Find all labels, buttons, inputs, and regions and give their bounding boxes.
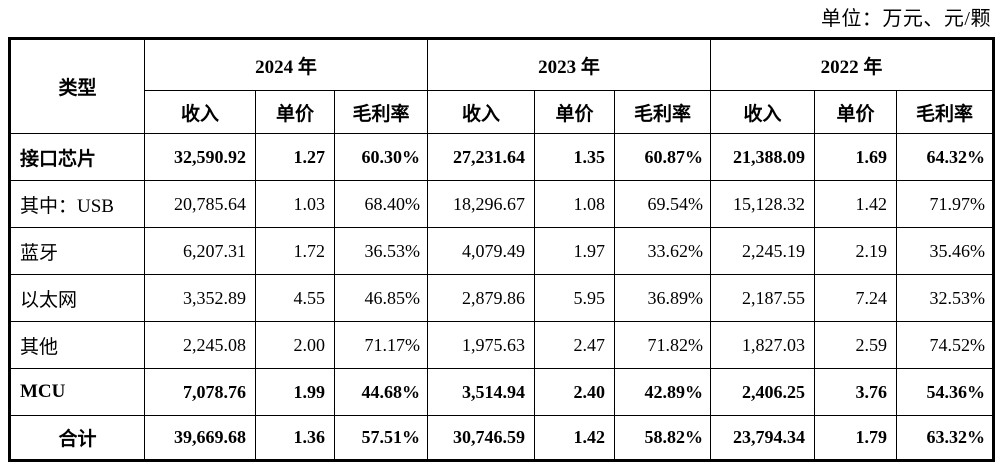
cell-unit-price-2024: 1.72 bbox=[255, 227, 335, 275]
header-unit-price-2023: 单价 bbox=[534, 90, 615, 134]
cell-unit-price-2023: 1.35 bbox=[534, 133, 615, 181]
cell-unit-price-2024: 1.99 bbox=[255, 368, 335, 416]
cell-unit-price-2023: 1.08 bbox=[534, 180, 615, 228]
cell-gross-margin-2022: 32.53% bbox=[895, 274, 995, 322]
cell-unit-price-2024: 1.36 bbox=[255, 415, 335, 461]
cell-gross-margin-2024: 68.40% bbox=[334, 180, 428, 228]
cell-income-2022: 1,827.03 bbox=[710, 321, 815, 369]
row-label: 其中：USB bbox=[9, 180, 145, 228]
year-2023-header: 2023 年 bbox=[427, 38, 711, 91]
cell-income-2023: 2,879.86 bbox=[427, 274, 535, 322]
cell-income-2022: 2,245.19 bbox=[710, 227, 815, 275]
cell-gross-margin-2024: 71.17% bbox=[334, 321, 428, 369]
cell-income-2022: 2,187.55 bbox=[710, 274, 815, 322]
header-unit-price-2022: 单价 bbox=[814, 90, 897, 134]
product-revenue-table: 类型 2024 年 2023 年 2022 年 收入 单价 毛利率 收入 单价 … bbox=[8, 37, 996, 462]
cell-income-2023: 18,296.67 bbox=[427, 180, 535, 228]
table-row-other: 其他 2,245.08 2.00 71.17% 1,975.63 2.47 71… bbox=[9, 321, 995, 369]
cell-gross-margin-2024: 57.51% bbox=[334, 415, 428, 461]
cell-gross-margin-2023: 33.62% bbox=[614, 227, 711, 275]
cell-gross-margin-2022: 63.32% bbox=[895, 415, 995, 461]
cell-income-2022: 2,406.25 bbox=[710, 368, 815, 416]
year-header-row: 类型 2024 年 2023 年 2022 年 bbox=[9, 38, 995, 134]
cell-gross-margin-2023: 60.87% bbox=[614, 133, 711, 181]
cell-income-2022: 21,388.09 bbox=[710, 133, 815, 181]
cell-gross-margin-2023: 69.54% bbox=[614, 180, 711, 228]
cell-income-2023: 30,746.59 bbox=[427, 415, 535, 461]
cell-income-2024: 2,245.08 bbox=[144, 321, 256, 369]
header-gross-margin-2023: 毛利率 bbox=[614, 90, 711, 134]
header-gross-margin-2024: 毛利率 bbox=[334, 90, 428, 134]
cell-unit-price-2023: 2.47 bbox=[534, 321, 615, 369]
cell-income-2024: 20,785.64 bbox=[144, 180, 256, 228]
cell-gross-margin-2022: 54.36% bbox=[895, 368, 995, 416]
table-row-ethernet: 以太网 3,352.89 4.55 46.85% 2,879.86 5.95 3… bbox=[9, 274, 995, 322]
cell-gross-margin-2023: 71.82% bbox=[614, 321, 711, 369]
cell-unit-price-2023: 1.42 bbox=[534, 415, 615, 461]
header-gross-margin-2022: 毛利率 bbox=[895, 90, 995, 134]
cell-gross-margin-2023: 58.82% bbox=[614, 415, 711, 461]
cell-gross-margin-2022: 71.97% bbox=[895, 180, 995, 228]
cell-income-2024: 39,669.68 bbox=[144, 415, 256, 461]
cell-income-2024: 6,207.31 bbox=[144, 227, 256, 275]
cell-unit-price-2022: 1.42 bbox=[814, 180, 897, 228]
cell-income-2024: 3,352.89 bbox=[144, 274, 256, 322]
header-unit-price-2024: 单价 bbox=[255, 90, 335, 134]
cell-unit-price-2022: 7.24 bbox=[814, 274, 897, 322]
cell-gross-margin-2024: 60.30% bbox=[334, 133, 428, 181]
year-2024-header: 2024 年 bbox=[144, 38, 428, 91]
sub-header-row: 收入 单价 毛利率 收入 单价 毛利率 收入 单价 毛利率 bbox=[10, 90, 995, 134]
header-income-2022: 收入 bbox=[710, 90, 815, 134]
table-row-interface-chips: 接口芯片 32,590.92 1.27 60.30% 27,231.64 1.3… bbox=[9, 133, 995, 181]
cell-income-2023: 3,514.94 bbox=[427, 368, 535, 416]
cell-unit-price-2023: 2.40 bbox=[534, 368, 615, 416]
cell-unit-price-2022: 2.59 bbox=[814, 321, 897, 369]
cell-unit-price-2022: 1.69 bbox=[814, 133, 897, 181]
row-label: MCU bbox=[9, 368, 145, 416]
cell-gross-margin-2024: 36.53% bbox=[334, 227, 428, 275]
cell-unit-price-2022: 1.79 bbox=[814, 415, 897, 461]
table-body: 接口芯片 32,590.92 1.27 60.30% 27,231.64 1.3… bbox=[9, 133, 995, 461]
cell-unit-price-2023: 1.97 bbox=[534, 227, 615, 275]
cell-income-2023: 4,079.49 bbox=[427, 227, 535, 275]
row-label: 其他 bbox=[9, 321, 145, 369]
cell-gross-margin-2023: 36.89% bbox=[614, 274, 711, 322]
cell-income-2022: 23,794.34 bbox=[710, 415, 815, 461]
row-label: 以太网 bbox=[9, 274, 145, 322]
cell-unit-price-2022: 2.19 bbox=[814, 227, 897, 275]
cell-income-2024: 32,590.92 bbox=[144, 133, 256, 181]
cell-income-2023: 1,975.63 bbox=[427, 321, 535, 369]
table-header: 类型 2024 年 2023 年 2022 年 收入 单价 毛利率 收入 单价 … bbox=[9, 38, 995, 134]
cell-unit-price-2024: 2.00 bbox=[255, 321, 335, 369]
cell-gross-margin-2024: 44.68% bbox=[334, 368, 428, 416]
unit-label: 单位：万元、元/颗 bbox=[820, 8, 991, 30]
table-row-usb: 其中：USB 20,785.64 1.03 68.40% 18,296.67 1… bbox=[9, 180, 995, 228]
cell-gross-margin-2022: 74.52% bbox=[895, 321, 995, 369]
cell-income-2023: 27,231.64 bbox=[427, 133, 535, 181]
row-label: 蓝牙 bbox=[9, 227, 145, 275]
cell-unit-price-2023: 5.95 bbox=[534, 274, 615, 322]
row-label: 接口芯片 bbox=[9, 133, 145, 181]
cell-gross-margin-2024: 46.85% bbox=[334, 274, 428, 322]
cell-income-2022: 15,128.32 bbox=[710, 180, 815, 228]
cell-gross-margin-2023: 42.89% bbox=[614, 368, 711, 416]
table-row-bluetooth: 蓝牙 6,207.31 1.72 36.53% 4,079.49 1.97 33… bbox=[9, 227, 995, 275]
cell-unit-price-2024: 1.03 bbox=[255, 180, 335, 228]
cell-unit-price-2024: 4.55 bbox=[255, 274, 335, 322]
type-column-header: 类型 bbox=[9, 38, 145, 134]
table-row-mcu: MCU 7,078.76 1.99 44.68% 3,514.94 2.40 4… bbox=[9, 368, 995, 416]
cell-gross-margin-2022: 64.32% bbox=[895, 133, 995, 181]
cell-gross-margin-2022: 35.46% bbox=[895, 227, 995, 275]
cell-income-2024: 7,078.76 bbox=[144, 368, 256, 416]
cell-unit-price-2022: 3.76 bbox=[814, 368, 897, 416]
header-income-2024: 收入 bbox=[144, 90, 256, 134]
table-row-total: 合计 39,669.68 1.36 57.51% 30,746.59 1.42 … bbox=[9, 415, 995, 461]
cell-unit-price-2024: 1.27 bbox=[255, 133, 335, 181]
header-income-2023: 收入 bbox=[427, 90, 535, 134]
row-label: 合计 bbox=[9, 415, 145, 461]
year-2022-header: 2022 年 bbox=[709, 38, 995, 91]
